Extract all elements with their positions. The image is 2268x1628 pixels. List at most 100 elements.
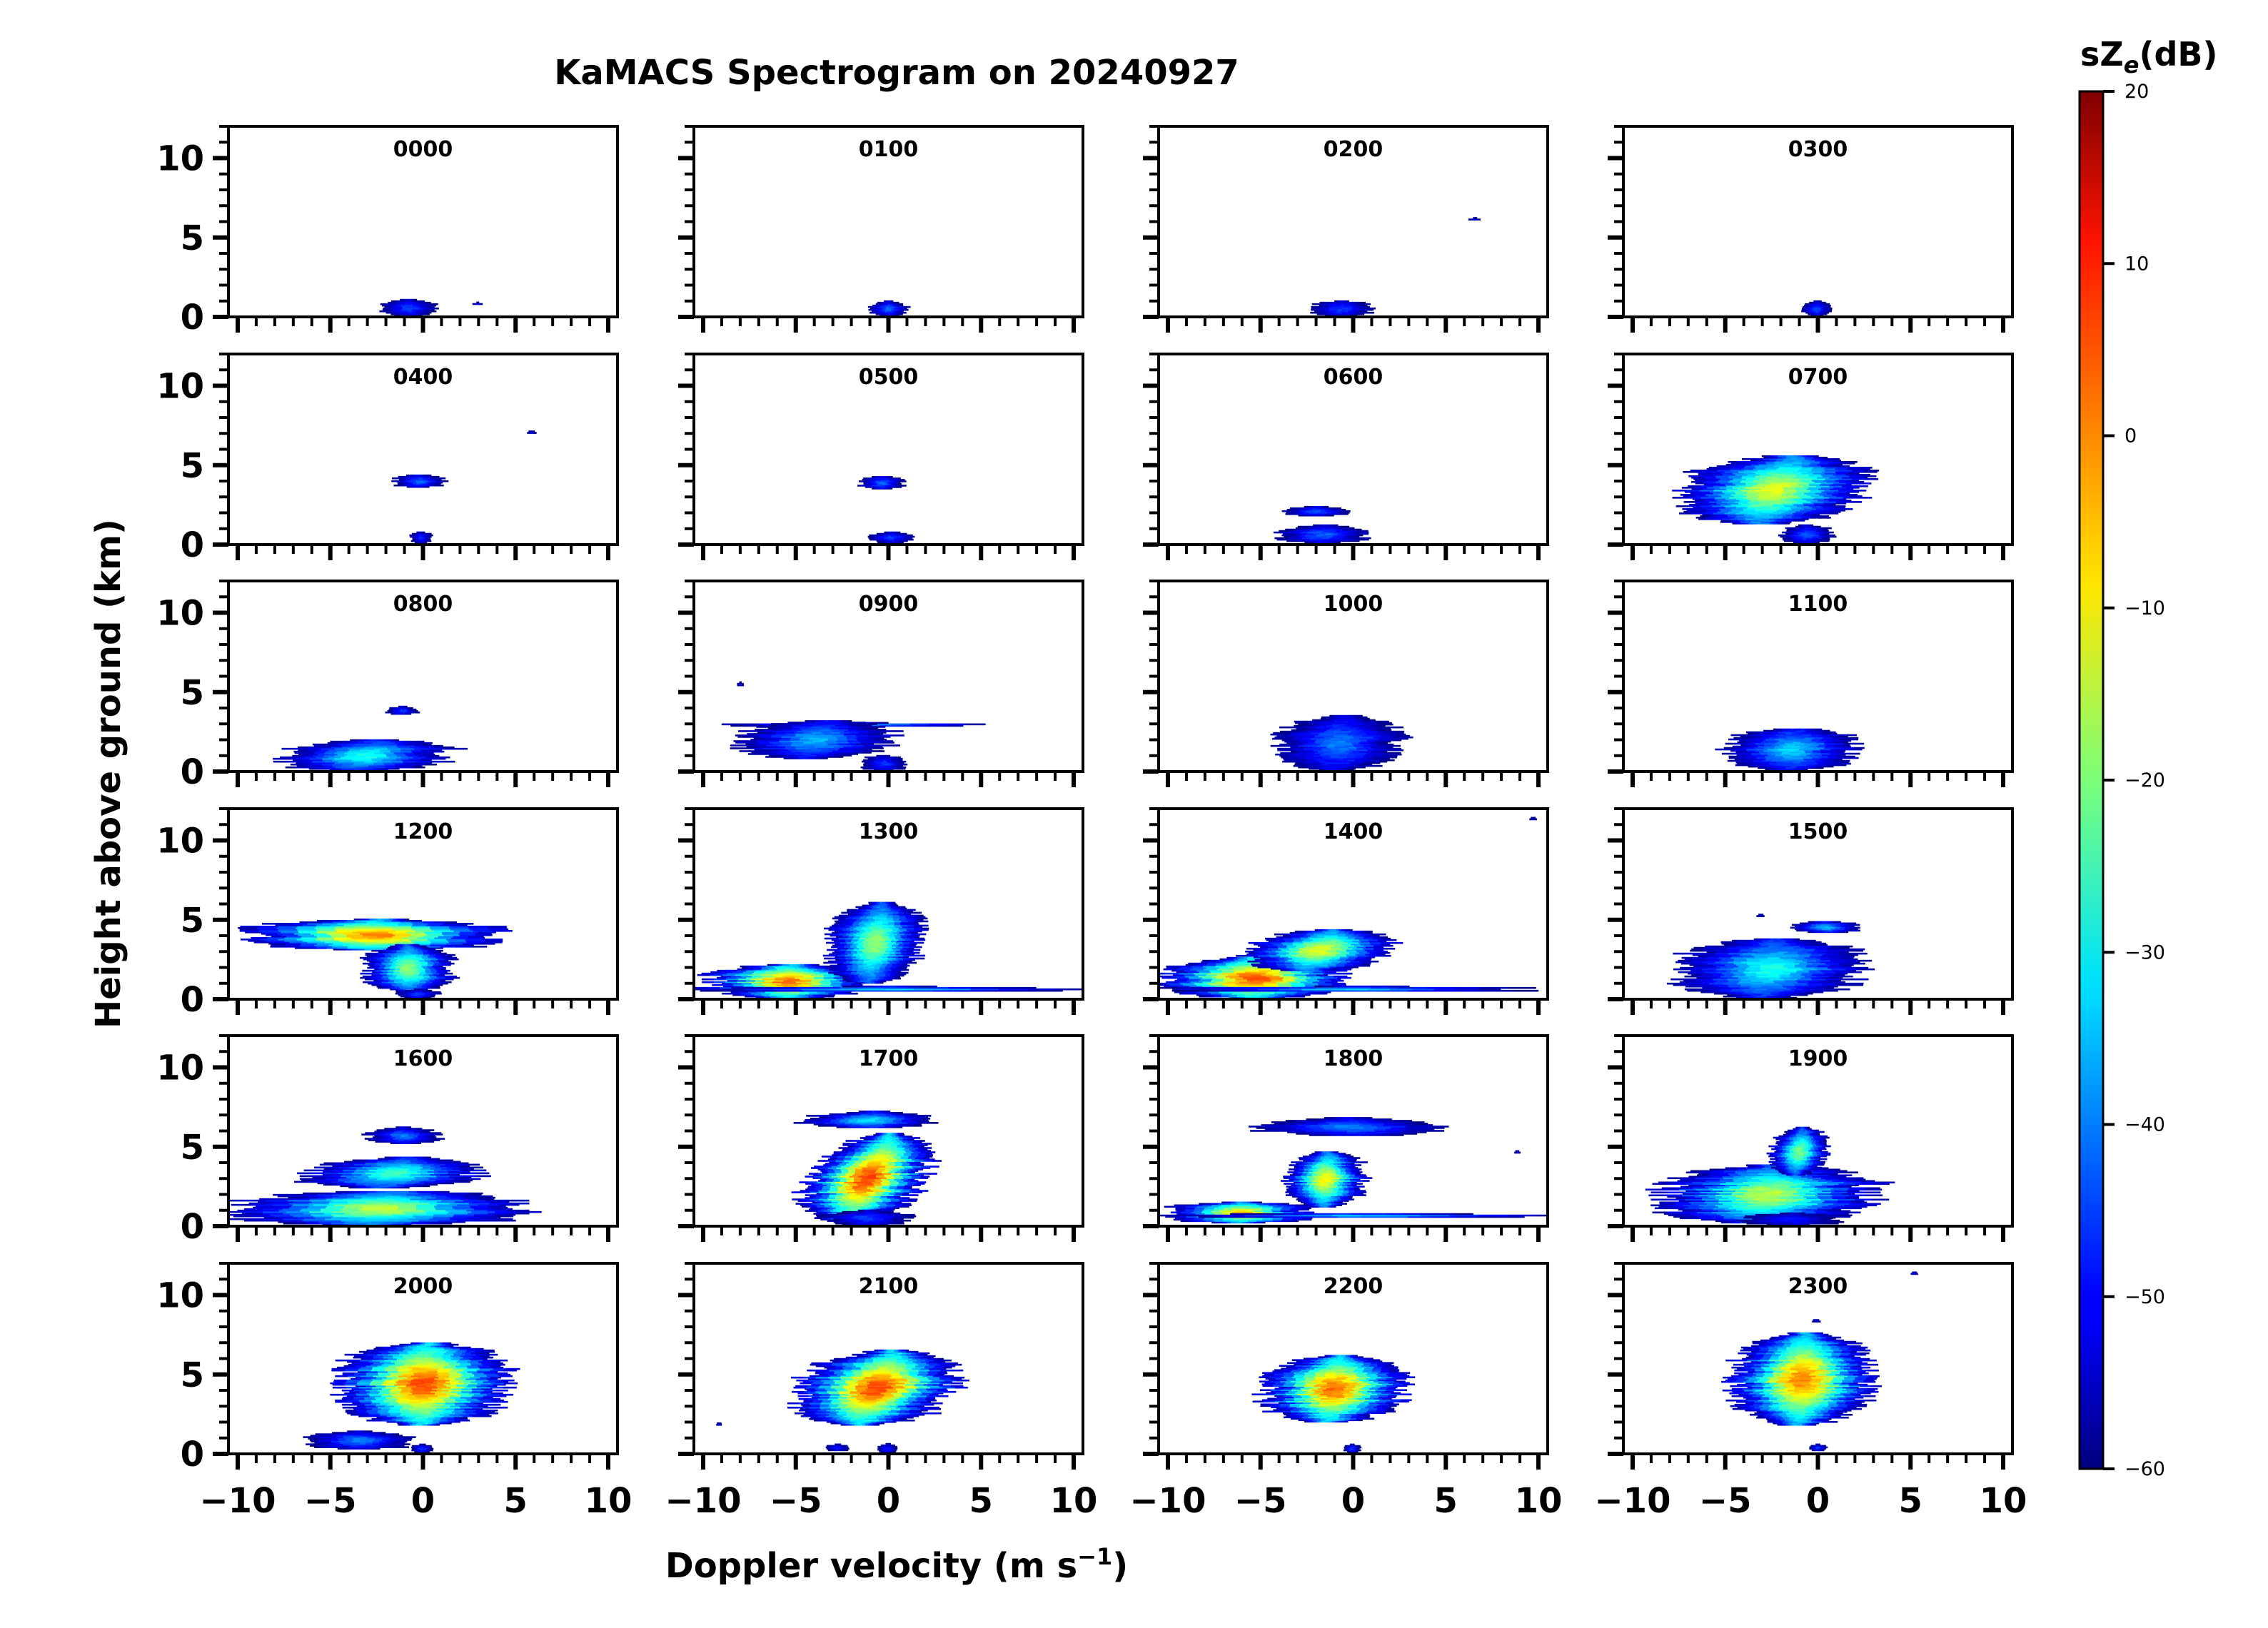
spectrum-blob: [361, 1126, 445, 1144]
y-tick-label: 5: [181, 1355, 204, 1395]
spectrum-blob: [385, 705, 420, 715]
colorbar-tick-label: 20: [2125, 81, 2149, 103]
spectrum-blob: [359, 944, 460, 992]
spectrum-blob: [825, 1443, 850, 1452]
spectrum-blob: [228, 1190, 542, 1226]
y-tick-label: 0: [181, 1207, 204, 1247]
y-tick-label: 5: [181, 673, 204, 713]
panel-0800: 0800 0 5 10: [156, 580, 619, 792]
x-tick-label: 10: [1980, 1481, 2027, 1521]
x-tick-label: 0: [1806, 1481, 1830, 1521]
spectrum-cells: [238, 918, 513, 999]
panel-label: 2000: [393, 1274, 453, 1299]
panel-1100: 1100: [1608, 580, 2014, 787]
spectrum-blob: [391, 474, 449, 488]
y-tick-label: 10: [156, 367, 204, 407]
spectrum-cells: [1251, 1355, 1416, 1453]
colorbar-tick-label: −30: [2125, 941, 2165, 964]
x-tick-label: −5: [770, 1481, 822, 1521]
spectrum-cells: [857, 476, 915, 544]
panel-1800: 1800: [1143, 1034, 1549, 1242]
panel-2300: 2300 −10 −5 0 5 10: [1594, 1262, 2027, 1521]
y-tick-label: 5: [181, 901, 204, 941]
spectrum-cells: [1159, 1117, 1548, 1224]
panel-label: 1700: [859, 1046, 919, 1071]
colorbar-tick-label: 10: [2125, 253, 2149, 275]
spectrum-blob: [1248, 1117, 1449, 1136]
spectrum-blob: [1756, 914, 1765, 917]
panel-2200: 2200 −10 −5 0 5 10: [1129, 1262, 1562, 1521]
panel-1600: 1600 0 5 10: [156, 1034, 619, 1247]
panel-0100: 0100: [678, 125, 1084, 333]
spectrum-cells: [867, 300, 911, 317]
spectrum-blob: [395, 988, 442, 999]
panel-0700: 0700: [1608, 353, 2014, 560]
spectrum-blob: [1273, 524, 1371, 544]
x-tick-label: −5: [1699, 1481, 1752, 1521]
spectrum-blob: [1164, 1201, 1317, 1224]
panel-background: [228, 581, 618, 772]
spectrum-blob: [273, 739, 468, 772]
spectrum-blob: [1812, 1319, 1821, 1323]
panel-label: 2100: [859, 1274, 919, 1299]
x-tick-label: −10: [1594, 1481, 1670, 1521]
panel-label: 1600: [393, 1046, 453, 1071]
panel-label: 2200: [1324, 1274, 1384, 1299]
panel-label: 0500: [859, 365, 919, 390]
spectrum-blob: [1809, 1443, 1828, 1452]
y-tick-label: 10: [156, 821, 204, 861]
y-tick-label: 5: [181, 446, 204, 486]
spectrum-blob: [730, 720, 904, 759]
x-axis-label: Doppler velocity (m s−1): [665, 1543, 1128, 1586]
spectrum-blob: [1514, 1150, 1521, 1154]
y-tick-label: 0: [181, 525, 204, 565]
y-tick-label: 5: [181, 1128, 204, 1168]
panel-2100: 2100 −10 −5 0 5 10: [665, 1262, 1097, 1521]
spectrum-blob: [1529, 816, 1538, 821]
spectrum-blob: [1801, 300, 1833, 317]
panel-label: 1400: [1324, 819, 1384, 844]
colorbar-gradient: [2078, 90, 2105, 1470]
x-tick-label: 5: [1434, 1481, 1458, 1521]
colorbar: sZe(dB) 20 10 0 −10 −20 −30 −40 −50 −60: [2078, 35, 2217, 1480]
panel-0200: 0200: [1143, 125, 1549, 333]
y-tick-label: 0: [181, 1435, 204, 1475]
spectrum-blob: [867, 531, 915, 544]
spectrum-blob: [1778, 524, 1837, 544]
colorbar-tick-label: 0: [2125, 425, 2137, 448]
colorbar-ticks: 20 10 0 −10 −20 −30 −40 −50 −60: [2103, 81, 2165, 1480]
panel-label: 0200: [1324, 137, 1384, 162]
panel-1000: 1000: [1143, 580, 1549, 787]
spectrum-blob: [716, 1422, 722, 1426]
x-tick-label: 5: [969, 1481, 993, 1521]
panel-label: 1300: [859, 819, 919, 844]
spectrum-cells: [1672, 455, 1880, 544]
panel-label: 0900: [859, 592, 919, 617]
spectrum-cells: [303, 1342, 520, 1453]
spectrum-blob: [238, 918, 513, 951]
panel-0300: 0300: [1608, 125, 2014, 333]
spectrum-blob: [1270, 714, 1413, 772]
spectrum-cells: [273, 705, 468, 772]
panel-1400: 1400: [1143, 807, 1549, 1015]
y-tick-label: 10: [156, 1276, 204, 1316]
y-tick-label: 5: [181, 218, 204, 258]
x-tick-label: 0: [411, 1481, 435, 1521]
spectrum-blob: [1468, 217, 1481, 221]
panel-label: 0700: [1788, 365, 1848, 390]
colorbar-tick-label: −40: [2125, 1114, 2165, 1136]
x-tick-label: 5: [1899, 1481, 1922, 1521]
panel-0900: 0900: [678, 580, 1084, 787]
panel-label: 1500: [1788, 819, 1848, 844]
spectrum-blob: [1159, 1213, 1548, 1218]
panel-2000: 2000 0 5 10 −10 −5 0 5 10: [156, 1262, 632, 1521]
spectrum-cells: [228, 1126, 542, 1226]
spectrum-blob: [793, 1111, 939, 1128]
panel-1700: 1700: [678, 1034, 1084, 1242]
panel-background: [1159, 354, 1548, 545]
x-tick-label: 0: [877, 1481, 900, 1521]
colorbar-tick-label: −60: [2125, 1458, 2165, 1480]
colorbar-tick-label: −20: [2125, 769, 2165, 792]
